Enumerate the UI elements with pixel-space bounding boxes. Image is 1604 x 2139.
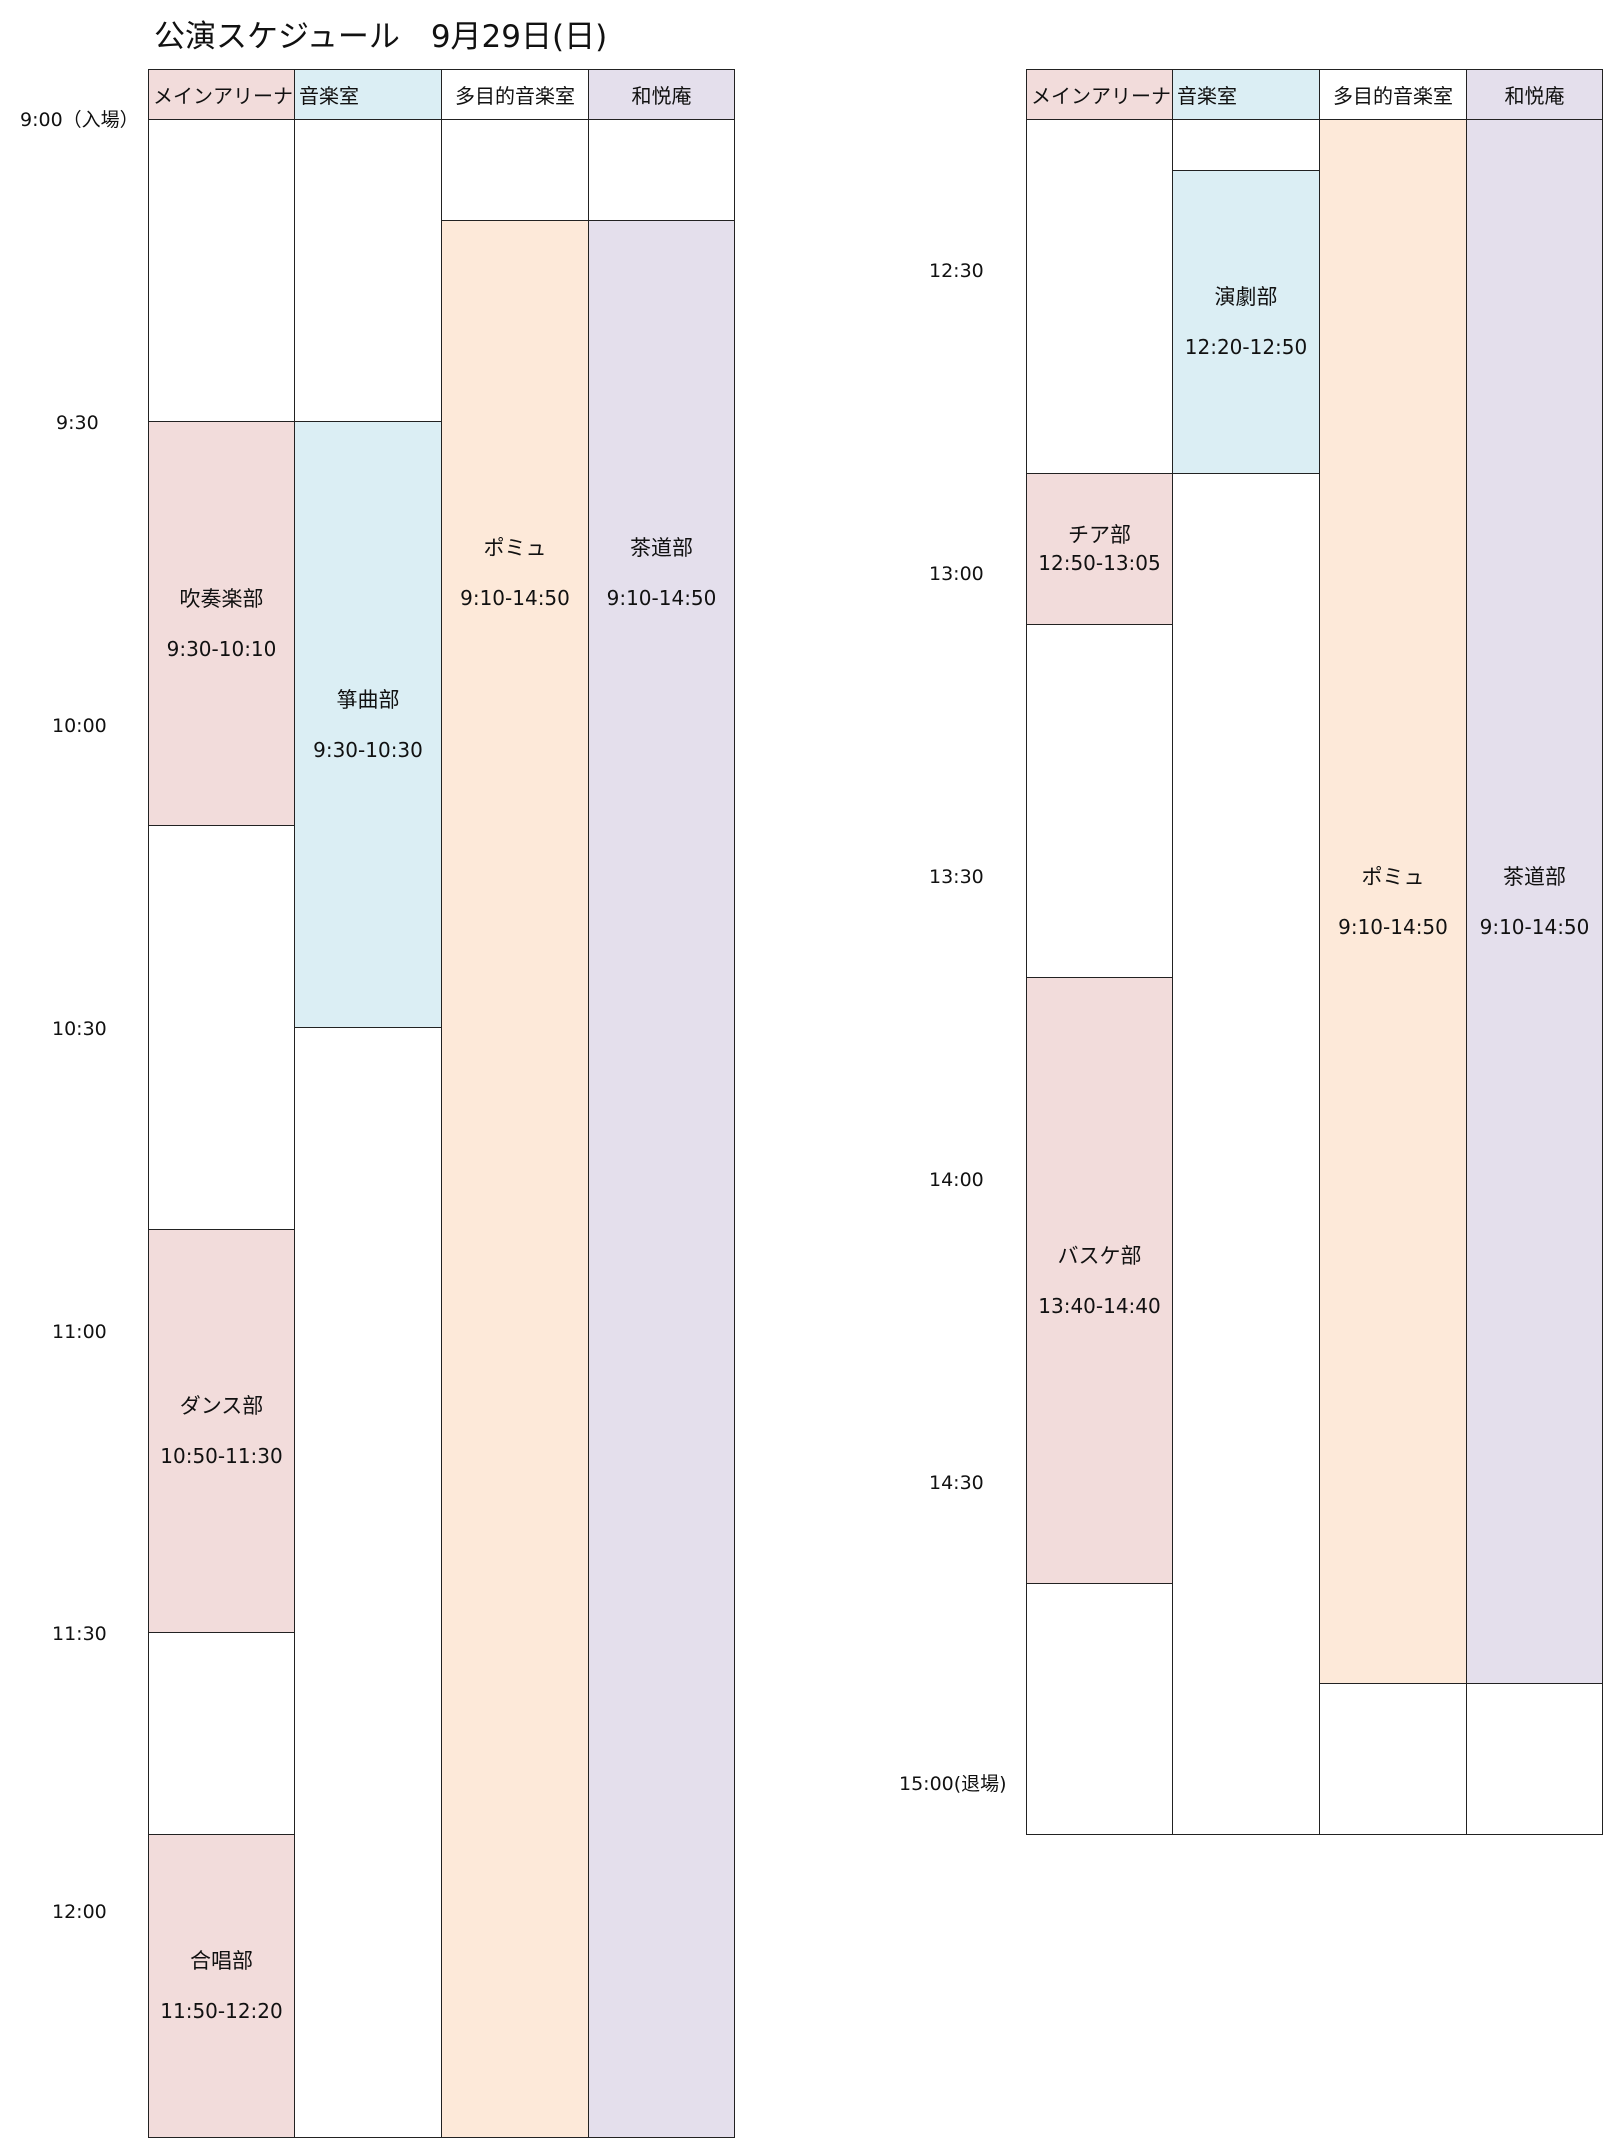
performance-time: 12:20-12:50: [1184, 335, 1308, 359]
time-label: 12:00: [52, 1901, 107, 1923]
performer-name: チア部: [1068, 523, 1131, 547]
performer-name: ポミュ: [483, 536, 547, 560]
schedule-cell: チア部 12:50-13:05: [1026, 473, 1173, 625]
time-label: 12:30: [929, 260, 984, 282]
performance-time: 9:10-14:50: [1338, 914, 1448, 939]
header-waetsuan: 和悦庵: [1466, 69, 1603, 120]
schedule-cell-empty: [1172, 473, 1320, 1835]
schedule-cell-empty: [294, 1027, 442, 2138]
schedule-cell: ポミュ 9:10-14:50: [441, 220, 589, 2138]
time-label: 9:00（入場）: [20, 109, 139, 131]
header-multi-music-room: 多目的音楽室: [441, 69, 589, 120]
schedule-cell-empty: [1319, 1683, 1467, 1835]
time-label: 13:30: [929, 866, 984, 888]
performance-time: 11:50-12:20: [160, 1999, 283, 2023]
time-label: 14:00: [929, 1169, 984, 1191]
schedule-cell: 茶道部 9:10-14:50: [1466, 119, 1603, 1684]
schedule-cell-empty: [441, 119, 589, 221]
time-label: 14:30: [929, 1472, 984, 1494]
schedule-cell-empty: [148, 119, 295, 422]
performer-name: 箏曲部: [336, 687, 400, 712]
performer-name: 茶道部: [630, 536, 693, 560]
header-multi-music-room: 多目的音楽室: [1319, 69, 1467, 120]
performance-time: 9:10-14:50: [460, 586, 570, 610]
performer-name: ポミュ: [1361, 864, 1425, 889]
schedule-cell: ダンス部 10:50-11:30: [148, 1229, 295, 1633]
schedule-cell: 演劇部 12:20-12:50: [1172, 170, 1320, 474]
schedule-cell-empty: [1466, 1683, 1603, 1835]
schedule-cell: 合唱部 11:50-12:20: [148, 1834, 295, 2138]
schedule-cell: 茶道部 9:10-14:50: [588, 220, 735, 2138]
page-title: 公演スケジュール 9月29日(日): [154, 19, 608, 55]
performance-time: 9:30-10:10: [166, 636, 277, 661]
schedule-cell-empty: [148, 1632, 295, 1835]
schedule-cell: 吹奏楽部 9:30-10:10: [148, 421, 295, 826]
header-waetsuan: 和悦庵: [588, 69, 735, 120]
performance-time: 9:10-14:50: [1479, 914, 1590, 939]
time-label: 10:30: [52, 1018, 107, 1040]
performer-name: 茶道部: [1503, 864, 1566, 889]
header-music-room: 音楽室: [294, 69, 442, 120]
schedule-cell-empty: [588, 119, 735, 221]
header-main-arena: メインアリーナ: [148, 69, 295, 120]
schedule-cell: ポミュ 9:10-14:50: [1319, 119, 1467, 1684]
header-main-arena: メインアリーナ: [1026, 69, 1173, 120]
performer-name: ダンス部: [179, 1394, 264, 1418]
schedule-cell-empty: [148, 825, 295, 1230]
performer-name: 演劇部: [1214, 285, 1278, 309]
performance-time: 10:50-11:30: [160, 1444, 283, 1468]
performance-time: 9:10-14:50: [606, 586, 717, 610]
schedule-cell-empty: [1026, 119, 1173, 474]
performance-time: 13:40-14:40: [1038, 1293, 1161, 1318]
time-label: 15:00(退場): [899, 1773, 1007, 1795]
schedule-cell-empty: [1026, 624, 1173, 978]
schedule-cell-empty: [1172, 119, 1320, 171]
schedule-cell: バスケ部 13:40-14:40: [1026, 977, 1173, 1584]
time-label: 9:30: [56, 412, 99, 434]
performer-name: 吹奏楽部: [179, 586, 264, 611]
header-music-room: 音楽室: [1172, 69, 1320, 120]
schedule-cell-empty: [1026, 1583, 1173, 1835]
performer-name: 合唱部: [190, 1949, 253, 1973]
performance-time: 12:50-13:05: [1038, 551, 1161, 575]
time-label: 13:00: [929, 563, 984, 585]
schedule-cell: 箏曲部 9:30-10:30: [294, 421, 442, 1028]
time-label: 11:30: [52, 1623, 107, 1645]
time-label: 10:00: [52, 715, 107, 737]
time-label: 11:00: [52, 1321, 107, 1343]
performance-time: 9:30-10:30: [313, 737, 423, 762]
schedule-cell-empty: [294, 119, 442, 422]
performer-name: バスケ部: [1057, 1243, 1142, 1268]
